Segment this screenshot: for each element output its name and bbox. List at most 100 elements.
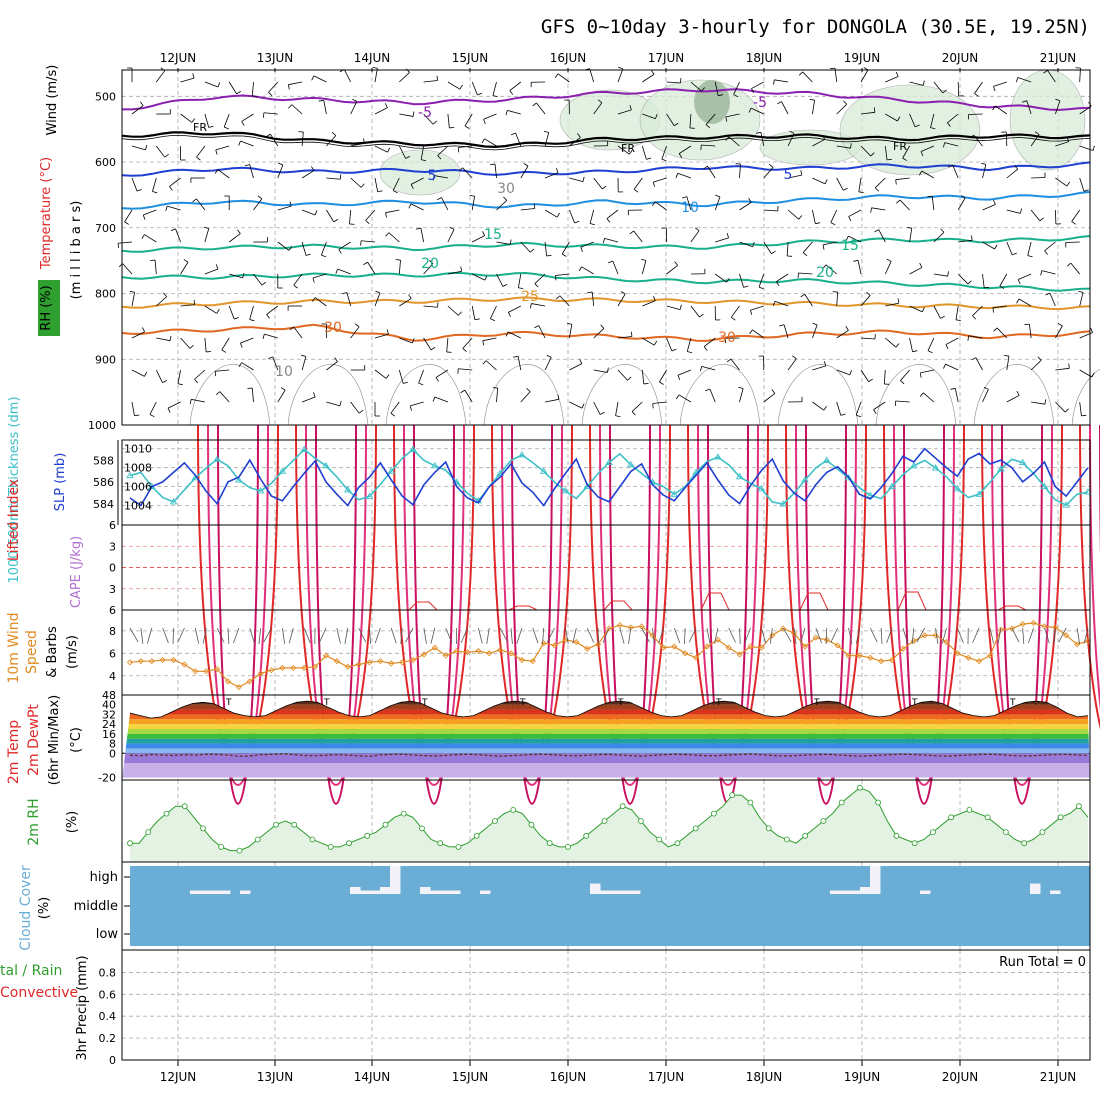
wind-barb bbox=[264, 113, 278, 114]
wind-barb bbox=[465, 390, 472, 402]
wind-barb-flag bbox=[759, 287, 764, 289]
wind-barb bbox=[436, 370, 448, 377]
wind-barb bbox=[956, 306, 958, 320]
cloud-bar bbox=[630, 891, 641, 895]
rh-marker bbox=[985, 815, 990, 820]
rh-marker bbox=[474, 833, 479, 838]
wind-barb-flag bbox=[449, 127, 454, 128]
wind-barb-flag bbox=[1025, 324, 1030, 325]
rh-marker bbox=[675, 841, 680, 846]
surface-wind-barb bbox=[740, 628, 741, 644]
wind-barb bbox=[536, 103, 545, 114]
wind-barb bbox=[590, 69, 594, 82]
wind-barb bbox=[859, 178, 861, 192]
wind-barb bbox=[191, 399, 205, 402]
contour-label: 10 bbox=[681, 200, 699, 216]
wind-barb bbox=[399, 72, 409, 82]
wind-barb-flag bbox=[750, 330, 753, 334]
lifted-index-axis-title: Lifted Index bbox=[6, 479, 22, 561]
wind-barb bbox=[132, 402, 134, 416]
wind-barb-flag bbox=[630, 231, 634, 234]
wind-barb-flag bbox=[1045, 399, 1046, 404]
wind-barb-flag bbox=[1020, 209, 1021, 214]
wind-barb bbox=[812, 210, 815, 224]
cloud-bar bbox=[830, 891, 841, 895]
wind-barb bbox=[242, 114, 254, 121]
day-label-top: 20JUN bbox=[942, 51, 979, 65]
wind-barb-flag bbox=[359, 410, 363, 413]
wind-barb bbox=[910, 228, 912, 242]
wind-barb bbox=[152, 178, 156, 191]
wind-barb-flag bbox=[896, 180, 897, 185]
wind-barb-flag bbox=[618, 67, 623, 69]
wind-barb-flag bbox=[920, 263, 922, 267]
rh-marker bbox=[310, 837, 315, 842]
wind-barb-flag bbox=[869, 379, 873, 382]
day-label-top: 18JUN bbox=[746, 51, 783, 65]
wind-barb bbox=[497, 200, 507, 210]
wind-barb bbox=[1042, 271, 1056, 274]
wind-barb-flag bbox=[510, 91, 513, 95]
wind-barb-flag bbox=[602, 186, 606, 189]
wind-barb-flag bbox=[281, 388, 285, 391]
wind-barb-flag bbox=[143, 215, 145, 220]
rh-marker bbox=[401, 811, 406, 816]
wind-barb bbox=[324, 100, 327, 114]
wind-barb-flag bbox=[321, 255, 326, 257]
rh-marker bbox=[711, 811, 716, 816]
wind-barb bbox=[831, 210, 837, 223]
wind-barb bbox=[545, 357, 551, 370]
rh-shading-area bbox=[840, 85, 980, 175]
rh-marker bbox=[876, 800, 881, 805]
wind-barb bbox=[252, 82, 253, 96]
cloud-bar bbox=[240, 891, 251, 895]
wind-barb bbox=[731, 306, 739, 317]
wind-barb-flag bbox=[981, 163, 986, 164]
wind-barb-flag bbox=[920, 393, 923, 397]
slp-axis-title: SLP (mb) bbox=[53, 453, 68, 512]
t2m-axis-title: 2m Temp bbox=[6, 720, 22, 784]
pressure-tick-label: 900 bbox=[95, 353, 116, 366]
surface-wind-barb bbox=[130, 628, 138, 642]
wind-barb-flag bbox=[1067, 263, 1071, 266]
wind-barb bbox=[1072, 210, 1080, 221]
lifted-index-bump bbox=[409, 602, 437, 610]
wind-barb-flag bbox=[971, 235, 972, 240]
wind-barb-flag bbox=[792, 356, 796, 359]
wind-barb-flag bbox=[653, 182, 654, 187]
wind-barb-flag bbox=[922, 307, 924, 311]
rh-marker bbox=[894, 833, 899, 838]
wind-barb bbox=[750, 306, 763, 310]
surface-wind-barb bbox=[870, 628, 877, 642]
wind-barb bbox=[181, 78, 194, 82]
wind-barb bbox=[885, 338, 896, 347]
wind-barb-flag bbox=[556, 296, 560, 299]
wind-barb-flag bbox=[846, 326, 849, 330]
wind-barb bbox=[774, 80, 788, 82]
wind-barb bbox=[1080, 178, 1084, 191]
day-label-bottom: 15JUN bbox=[452, 1070, 489, 1084]
max-temp-marker: T bbox=[225, 698, 232, 708]
wind-barb bbox=[375, 370, 386, 378]
temperature-bands bbox=[122, 695, 1090, 778]
rh-contour bbox=[190, 364, 270, 425]
thickness-tick-label: 584 bbox=[93, 498, 114, 511]
wind-barb-flag bbox=[388, 148, 390, 152]
wind-barb bbox=[569, 210, 574, 223]
wind-barb bbox=[167, 206, 180, 210]
wind-barb bbox=[205, 82, 218, 87]
cloud-bar bbox=[390, 866, 401, 894]
wind-barb-flag bbox=[413, 112, 414, 117]
wind-barb bbox=[292, 105, 302, 114]
contour-label: 25 bbox=[521, 289, 539, 305]
wind-barb bbox=[326, 178, 340, 179]
wind-barb bbox=[678, 173, 691, 178]
wind-barb-flag bbox=[361, 184, 364, 188]
lifted-index-bump bbox=[701, 593, 729, 610]
wind-barb bbox=[653, 402, 667, 403]
wind-barb-flag bbox=[628, 377, 632, 380]
wind-barb-flag bbox=[533, 103, 537, 106]
surface-wind-barb bbox=[543, 628, 544, 644]
wind-barb-flag bbox=[874, 230, 878, 232]
wind-barb-flag bbox=[294, 285, 298, 288]
